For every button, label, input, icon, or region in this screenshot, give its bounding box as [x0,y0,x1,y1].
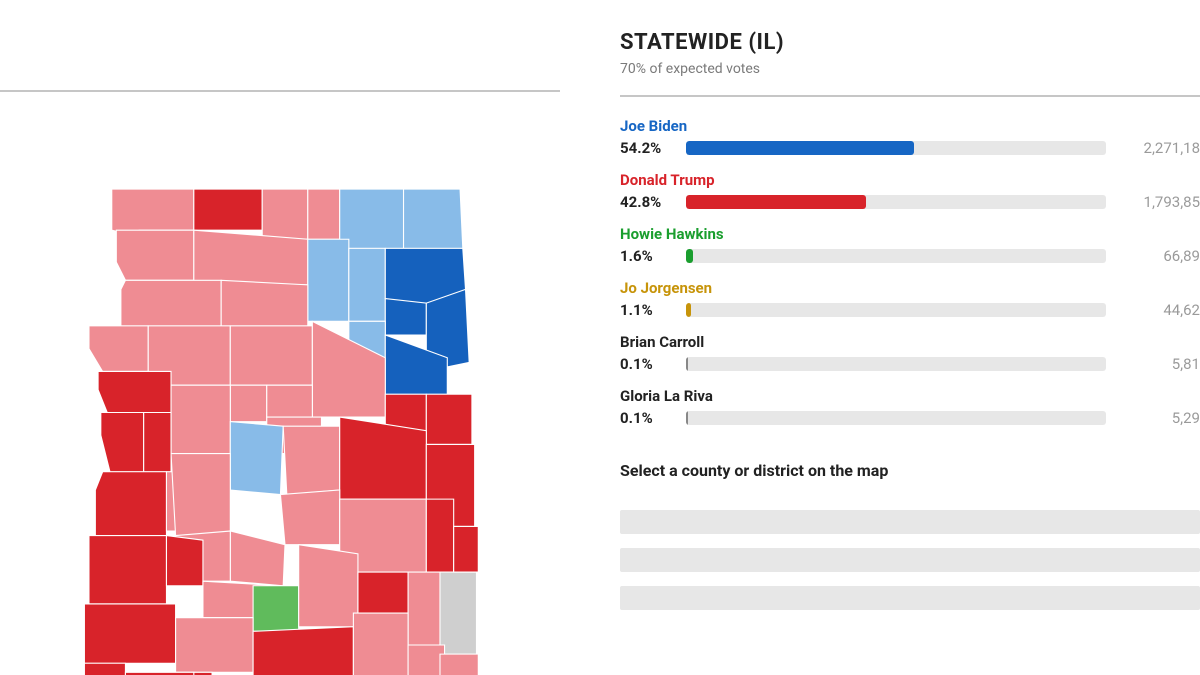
county-boone[interactable] [308,189,340,239]
pct-bar-fill [686,357,688,371]
candidate-votes: 66,89 [1120,247,1200,265]
county-livingston[interactable] [340,417,427,499]
county-calhoun[interactable] [84,663,125,675]
county-kankakee[interactable] [426,394,472,444]
county-dewitt[interactable] [358,572,408,613]
candidate-name: Joe Biden [620,117,1200,135]
candidate-name: Gloria La Riva [620,387,1200,405]
pct-bar-track [686,195,1106,209]
pct-bar-track [686,357,1106,371]
candidate-row: Brian Carroll 0.1% 5,81 [620,333,1200,373]
county-lake[interactable] [404,189,463,248]
county-pike[interactable] [84,604,175,663]
county-moultrie[interactable] [408,645,444,675]
candidate-pct: 0.1% [620,409,672,427]
candidate-pct: 1.6% [620,247,672,265]
county-sangamon[interactable] [253,627,353,675]
pct-bar-fill [686,249,693,263]
candidate-name: Donald Trump [620,171,1200,189]
placeholder-row [620,510,1200,534]
candidate-pct: 0.1% [620,355,672,373]
county-knox[interactable] [171,385,230,453]
county-champaign[interactable] [440,572,476,654]
placeholder-rows [620,510,1200,610]
candidate-pct: 54.2% [620,139,672,157]
pct-bar-track [686,411,1106,425]
county-ogle[interactable] [194,230,308,285]
county-ford[interactable] [426,499,453,581]
right-divider [620,95,1200,97]
county-warren[interactable] [144,413,171,472]
county-woodford[interactable] [283,426,340,494]
candidate-name: Brian Carroll [620,333,1200,351]
county-stephenson[interactable] [194,189,262,230]
select-prompt: Select a county or district on the map [620,461,1200,480]
placeholder-row [620,548,1200,572]
candidate-votes: 44,62 [1120,301,1200,319]
county-adams[interactable] [89,536,166,604]
county-hancock[interactable] [95,472,166,536]
county-rock-island[interactable] [89,326,148,372]
candidate-votes: 5,81 [1120,355,1200,373]
pct-bar-track [686,249,1106,263]
county-jo-daviess[interactable] [112,189,194,235]
county-bureau[interactable] [230,326,312,385]
county-stark[interactable] [230,385,266,421]
county-henderson[interactable] [101,413,144,472]
candidate-row: Donald Trump 42.8% 1,793,85 [620,171,1200,211]
county-brown[interactable] [166,536,202,586]
pct-bar-fill [686,411,688,425]
left-divider [0,90,560,92]
county-winnebago[interactable] [262,189,308,239]
county-macon[interactable] [353,613,408,675]
candidate-name: Howie Hawkins [620,225,1200,243]
county-morgan[interactable] [176,618,254,673]
candidate-votes: 1,793,85 [1120,193,1200,211]
results-title: STATEWIDE (IL) [620,30,1200,55]
candidate-name: Jo Jorgensen [620,279,1200,297]
placeholder-row [620,586,1200,610]
county-whiteside[interactable] [121,280,221,326]
county-carroll[interactable] [116,230,194,280]
county-tazewell[interactable] [280,490,339,545]
candidate-pct: 1.1% [620,301,672,319]
candidate-row: Howie Hawkins 1.6% 66,89 [620,225,1200,265]
pct-bar-fill [686,195,866,209]
candidate-row: Gloria La Riva 0.1% 5,29 [620,387,1200,427]
county-fulton[interactable] [171,454,230,545]
candidate-pct: 42.8% [620,193,672,211]
county-mason[interactable] [230,531,285,586]
county-mercer[interactable] [98,371,171,412]
county-douglas[interactable] [440,654,478,675]
county-vermilion[interactable] [454,526,479,572]
county-logan[interactable] [299,545,358,627]
pct-bar-track [686,303,1106,317]
county-menard[interactable] [253,586,299,632]
results-subtitle: 70% of expected votes [620,61,1200,77]
map-panel [0,0,560,675]
county-dupage[interactable] [385,299,426,335]
county-dekalb[interactable] [308,239,349,321]
county-kane[interactable] [349,248,385,321]
county-piatt[interactable] [408,572,440,645]
pct-bar-track [686,141,1106,155]
candidate-row: Jo Jorgensen 1.1% 44,62 [620,279,1200,319]
results-panel: STATEWIDE (IL) 70% of expected votes Joe… [560,0,1200,675]
pct-bar-fill [686,303,691,317]
county-map[interactable] [0,180,560,675]
pct-bar-fill [686,141,914,155]
candidate-votes: 5,29 [1120,409,1200,427]
candidate-row: Joe Biden 54.2% 2,271,18 [620,117,1200,157]
county-peoria[interactable] [230,422,283,495]
candidate-votes: 2,271,18 [1120,139,1200,157]
candidate-list: Joe Biden 54.2% 2,271,18 Donald Trump 42.8% 1… [620,117,1200,427]
county-lee[interactable] [221,280,308,326]
